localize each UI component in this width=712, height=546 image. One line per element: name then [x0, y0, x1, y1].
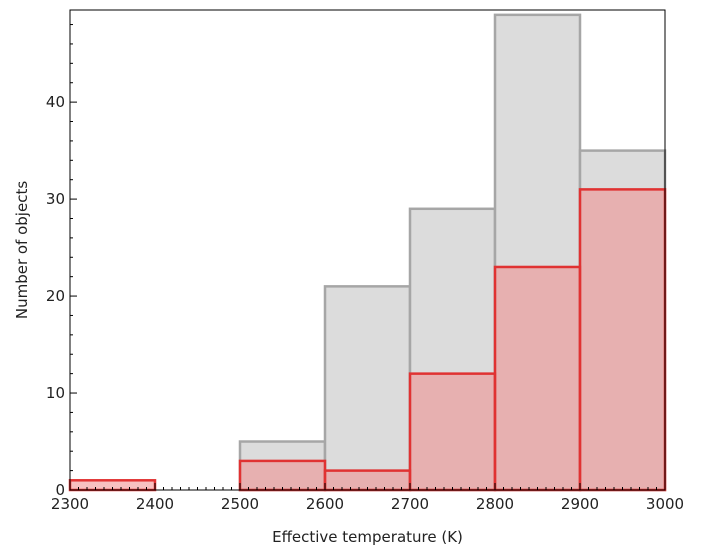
y-axis-label: Number of objects — [13, 181, 31, 319]
histogram-bar-series-2-bin-5 — [408, 372, 497, 492]
y-tick-label: 20 — [46, 287, 65, 305]
x-tick-label: 2700 — [391, 495, 429, 513]
ticks-layer: 2300 2400 2500 2600 2700 2800 2900 3000 0 10 20 30 4… — [46, 24, 684, 513]
histogram-bar-series-1-bin-4 — [323, 285, 412, 492]
x-axis-label: Effective temperature (K) — [272, 528, 463, 546]
y-tick-label: 30 — [46, 190, 65, 208]
x-tick-label: 2500 — [221, 495, 259, 513]
x-tick-label: 2300 — [51, 495, 89, 513]
x-tick-label: 2600 — [306, 495, 344, 513]
bars-layer — [68, 13, 667, 492]
histogram-bar-series-2-bin-6 — [493, 265, 582, 492]
histogram-bar-series-2-bin-7 — [578, 188, 667, 492]
x-tick-label: 2800 — [476, 495, 514, 513]
x-tick-label: 2400 — [136, 495, 174, 513]
x-tick-label: 2900 — [561, 495, 599, 513]
histogram-bar-series-2-bin-3 — [238, 459, 327, 492]
y-tick-label: 40 — [46, 93, 65, 111]
x-tick-label: 3000 — [646, 495, 684, 513]
y-tick-label: 10 — [46, 384, 65, 402]
y-tick-label: 0 — [55, 481, 65, 499]
